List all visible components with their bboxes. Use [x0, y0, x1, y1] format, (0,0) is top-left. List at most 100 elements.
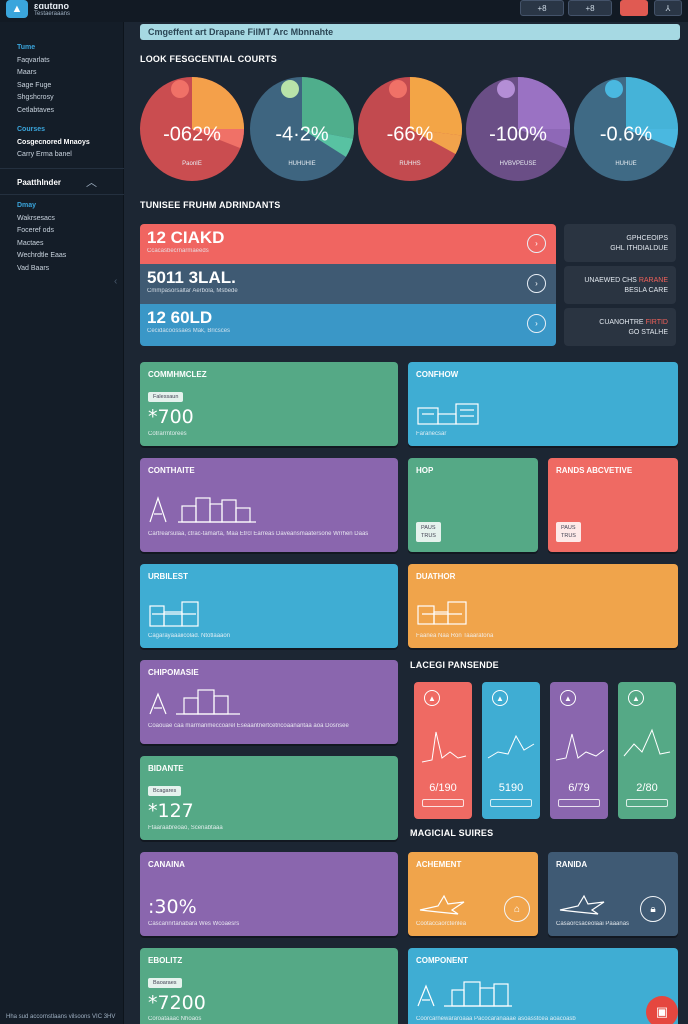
factory-icon	[417, 601, 467, 625]
mini-stat-card[interactable]: ▲ 5190	[482, 682, 540, 819]
card-canaina[interactable]: CANAINA :30% Cascannrtanabara Wes Wcoaes…	[140, 852, 398, 936]
row-value: 5011 3LAL.	[147, 268, 236, 287]
card-note: Coaouae caa marmanmeccoarel Eseaantnertc…	[148, 723, 349, 729]
arrow-right-icon[interactable]: ›	[527, 234, 546, 253]
plus-button-2[interactable]: +8	[568, 0, 612, 16]
side-stat-highlight: FIRTID	[645, 319, 668, 326]
chevron-up-icon[interactable]: ︿	[86, 177, 97, 189]
card-tag: PAUS TRUS	[556, 522, 581, 542]
card-hop[interactable]: HOP PAUS TRUS	[408, 458, 538, 552]
sidebar-heading: Courses	[17, 126, 46, 133]
card-component[interactable]: COMPONENT Coorcarnewararoaaa Pacocaranaa…	[408, 948, 678, 1024]
sidebar-item[interactable]: Sage Fuge	[17, 81, 52, 89]
sidebar-item[interactable]: Cetlabtaves	[17, 106, 54, 114]
summary-row[interactable]: 12 60LD Cecidacoossaes Mak, Bricsces ›	[140, 304, 556, 346]
sidebar-section-title[interactable]: Paatthlnder	[17, 178, 62, 187]
bag-icon[interactable]: ⌂	[504, 896, 530, 922]
card-note: Cotrarrntorees	[148, 431, 187, 437]
app-subtitle: Testaeraaans	[34, 10, 71, 17]
card-title: HOP	[416, 466, 434, 475]
user-menu-button[interactable]: ⅄	[654, 0, 682, 16]
card-tag: Bcagares	[148, 786, 182, 796]
sidebar-item[interactable]: Maars	[17, 69, 37, 76]
card-ebolitz[interactable]: EBOLITZ Baoaraes *7200 Coroataaac Nhoaos	[140, 948, 398, 1024]
sidebar-item[interactable]: Carry Erma banel	[17, 151, 72, 158]
pie-chart[interactable]: -0.6% HUHUE	[574, 77, 678, 181]
mini-action-button[interactable]	[422, 799, 464, 807]
summary-row[interactable]: 12 CIAKD Ccacasbecrnarmaeeds ›	[140, 224, 556, 264]
top-bar: ▲ ɛɑutɑno Testaeraaans +8 +8 ⅄	[0, 0, 688, 22]
mini-action-button[interactable]	[626, 799, 668, 807]
pie-chart[interactable]: -062% PaonIE	[140, 77, 244, 181]
card-note: Coroataaac Nhoaos	[148, 1016, 202, 1022]
chat-fab-button[interactable]: ▣	[646, 996, 678, 1024]
card-note: Ftaaraabreoao, Scenabtaaa	[148, 825, 223, 831]
pie-chart[interactable]: -100% HVBVPEUSE	[466, 77, 570, 181]
card-note: Cagarayaaaiicolad. Ntotlaaaon	[148, 633, 231, 639]
sidebar-item[interactable]: Mactaes	[17, 239, 44, 247]
pie-chart[interactable]: -66% RUHHS	[358, 77, 462, 181]
sidebar-group-courses: Courses Cosgecnored Mnaoys Carry Erma ba…	[17, 124, 90, 162]
card-note: Cascannrtanabara Wes Wcoaesrs	[148, 921, 240, 927]
card-chipomasie[interactable]: CHIPOMASIE Coaouae caa marmanmeccoarel E…	[140, 660, 398, 744]
mini-action-button[interactable]	[490, 799, 532, 807]
sidebar-item[interactable]: Shgshcrosy	[17, 94, 54, 101]
card-commhmclez[interactable]: COMMHMCLEZ Falessaun *700 Cotrarrntorees	[140, 362, 398, 446]
side-stat-line: GO STALHE	[628, 329, 668, 336]
card-title: CANAINA	[148, 860, 185, 869]
lock-icon[interactable]: 🔒︎	[640, 896, 666, 922]
card-bidante[interactable]: BIDANTE Bcagares *127 Ftaaraabreoao, Sce…	[140, 756, 398, 840]
collapse-handle-icon[interactable]: ‹	[114, 276, 118, 287]
card-value: *7200	[148, 992, 206, 1014]
pie-percentage: -100%	[489, 123, 547, 146]
sidebar-footer: Hha sud accornstlaans vilsoons VIC 3HV	[6, 1014, 116, 1020]
card-title: DUATHOR	[416, 572, 456, 581]
card-achement[interactable]: ACHEMENT ⌂ Cootaccaorctenlea	[408, 852, 538, 936]
side-stat-card[interactable]: GPHCEOIPS GHL ITHDIALDUE	[564, 224, 676, 262]
sparkline	[421, 731, 467, 763]
side-stat-card[interactable]: CUANOHTRE FIRTID GO STALHE	[564, 308, 676, 346]
app-logo-icon: ▲	[6, 0, 28, 18]
row-caption: Cecidacoossaes Mak, Bricsces	[147, 328, 231, 334]
sidebar-item[interactable]: Foceref ods	[17, 227, 54, 234]
brand[interactable]: ▲ ɛɑutɑno Testaeraaans	[6, 0, 70, 18]
city-skyline-icon	[417, 981, 512, 1007]
notification-button[interactable]	[620, 0, 648, 16]
pie-chart[interactable]: -4·2% HUHUHIE	[250, 77, 354, 181]
card-title: CONTHAITE	[148, 466, 195, 475]
side-stat-card[interactable]: UNAEWED CHS RARANE BESLA CARE	[564, 266, 676, 304]
magical-section-title: MAGICIAL SUIRES	[410, 828, 494, 838]
side-stat-line: GPHCEOIPS	[626, 235, 668, 242]
announcement-banner[interactable]: Cmgeffent art Drapane FilMT Arc Mbnnahte	[140, 24, 680, 40]
mini-stat-card[interactable]: ▲ 6/190	[414, 682, 472, 819]
card-duathor[interactable]: DUATHOR Faanea Naa Ron Taaaratona	[408, 564, 678, 648]
card-title: CHIPOMASIE	[148, 668, 199, 677]
summary-row[interactable]: 5011 3LAL. Cmmpasorsaltar Aerbola, Msbed…	[140, 264, 556, 304]
arrow-right-icon[interactable]: ›	[527, 274, 546, 293]
mini-value: 2/80	[636, 782, 658, 794]
sidebar-group-main: Tume Faqvarlats Maars Sage Fuge Shgshcro…	[17, 42, 54, 117]
mini-value: 6/79	[568, 782, 590, 794]
sidebar-item[interactable]: Faqvarlats	[17, 56, 50, 64]
card-title: COMMHMCLEZ	[148, 370, 207, 379]
sidebar-item[interactable]: Wechrdtle Eaas	[17, 252, 67, 259]
card-conthaite[interactable]: CONTHAITE Cartrearsulaa, ctrac-tamarta, …	[140, 458, 398, 552]
card-note: Cartrearsulaa, ctrac-tamarta, Maa Etrcl …	[148, 531, 369, 537]
mini-stat-card[interactable]: ▲ 2/80	[618, 682, 676, 819]
card-confhow[interactable]: CONFHOW Faranecsar	[408, 362, 678, 446]
sidebar-item-active[interactable]: Cosgecnored Mnaoys	[17, 138, 90, 146]
card-ranida[interactable]: RANIDA 🔒︎ Casaorcsaceolaai Paaanas	[548, 852, 678, 936]
warning-icon: ▲	[424, 690, 440, 706]
mini-stat-card[interactable]: ▲ 6/79	[550, 682, 608, 819]
card-urbilest[interactable]: URBILEST Cagarayaaaiicolad. Ntotlaaaon	[140, 564, 398, 648]
card-value: :30%	[148, 896, 197, 918]
sidebar-item[interactable]: Vad Baars	[17, 264, 50, 272]
factory-icon	[417, 403, 479, 425]
arrow-right-icon[interactable]: ›	[527, 314, 546, 333]
card-rands-abcvetive[interactable]: RANDS ABCVETIVE PAUS TRUS	[548, 458, 678, 552]
row-value: 12 60LD	[147, 308, 213, 327]
plus-button-1[interactable]: +8	[520, 0, 564, 16]
side-stat-line: GHL ITHDIALDUE	[610, 245, 668, 252]
sidebar-item[interactable]: Wakrsesacs	[17, 214, 55, 222]
mini-action-button[interactable]	[558, 799, 600, 807]
